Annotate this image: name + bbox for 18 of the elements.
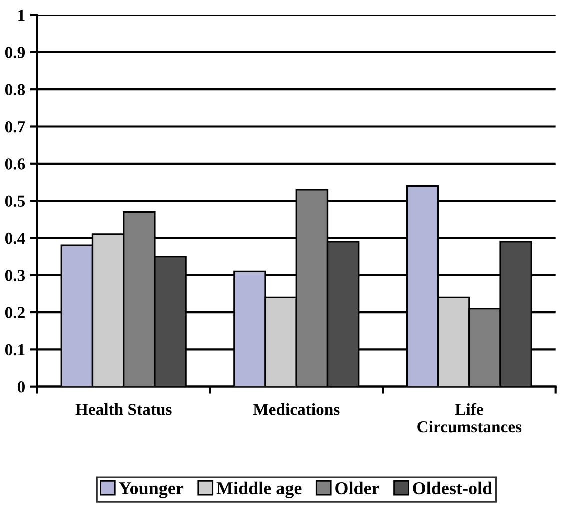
y-tick-label: 0.8 bbox=[5, 84, 26, 96]
x-tick-label: Health Status bbox=[76, 404, 172, 416]
y-tick-label: 1 bbox=[18, 10, 25, 22]
y-tick-label: 0.3 bbox=[5, 270, 26, 282]
y-tick-label: 0.5 bbox=[5, 196, 26, 208]
x-tick-label: Medications bbox=[253, 404, 340, 416]
y-tick-label: 0.9 bbox=[5, 47, 26, 58]
legend-label: Oldest-old bbox=[413, 482, 492, 495]
legend-label: Older bbox=[336, 482, 380, 495]
y-tick-label: 0.1 bbox=[5, 344, 25, 356]
legend-label: Younger bbox=[119, 482, 184, 498]
y-tick-label: 0.6 bbox=[5, 158, 26, 170]
y-tick-label: 0.7 bbox=[5, 121, 26, 133]
y-tick-label: 0.4 bbox=[5, 232, 26, 244]
y-tick-label: 0.2 bbox=[5, 307, 25, 319]
x-tick-label: Life Circumstances bbox=[418, 403, 522, 433]
legend-label: Middle age bbox=[216, 482, 302, 498]
y-tick-label: 0 bbox=[18, 382, 25, 393]
